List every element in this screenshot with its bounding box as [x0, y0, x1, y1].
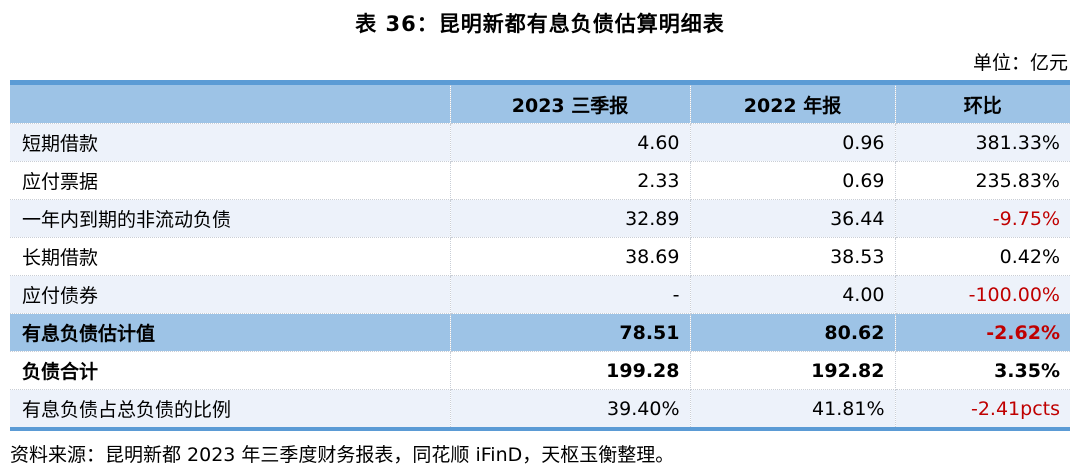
row-label: 短期借款 [10, 123, 451, 162]
cell-qoq: -100.00% [895, 275, 1070, 314]
cell-2022fy: 4.00 [690, 275, 896, 314]
cell-qoq: -2.62% [895, 313, 1070, 352]
row-label: 应付债券 [10, 275, 451, 314]
row-label: 有息负债占总负债的比例 [10, 389, 451, 429]
header-cell-qoq: 环比 [895, 82, 1070, 124]
cell-qoq: -2.41pcts [895, 389, 1070, 429]
cell-2022fy: 41.81% [690, 389, 896, 429]
header-cell-item [10, 82, 451, 124]
cell-qoq: 381.33% [895, 123, 1070, 162]
unit-note: 单位：亿元 [972, 52, 1068, 74]
cell-2023q3: 4.60 [450, 123, 691, 162]
row-label: 负债合计 [10, 351, 451, 390]
page-title: 表 36：昆明新都有息负债估算明细表 [355, 12, 725, 36]
cell-qoq: -9.75% [895, 199, 1070, 238]
cell-qoq: 0.42% [895, 237, 1070, 276]
header-cell-2023q3: 2023 三季报 [450, 82, 691, 124]
table-row-bonds-payable: 应付债券 - 4.00 -100.00% [10, 275, 1070, 314]
table-row-notes-payable: 应付票据 2.33 0.69 235.83% [10, 161, 1070, 200]
row-label: 有息负债估计值 [10, 313, 451, 352]
cell-2022fy: 38.53 [690, 237, 896, 276]
row-label: 一年内到期的非流动负债 [10, 199, 451, 238]
cell-2023q3: 39.40% [450, 389, 691, 429]
table-row-total-liabilities: 负债合计 199.28 192.82 3.35% [10, 351, 1070, 390]
header-row: 2023 三季报 2022 年报 环比 [10, 82, 1070, 124]
table-row-debt-ratio: 有息负债占总负债的比例 39.40% 41.81% -2.41pcts [10, 389, 1070, 429]
cell-2022fy: 80.62 [690, 313, 896, 352]
row-label: 长期借款 [10, 237, 451, 276]
cell-2023q3: - [450, 275, 691, 314]
cell-2023q3: 32.89 [450, 199, 691, 238]
table-row-noncurrent-liabilities-due-1y: 一年内到期的非流动负债 32.89 36.44 -9.75% [10, 199, 1070, 238]
cell-2023q3: 2.33 [450, 161, 691, 200]
table-row-short-term-borrowings: 短期借款 4.60 0.96 381.33% [10, 123, 1070, 162]
cell-qoq: 3.35% [895, 351, 1070, 390]
table-row-long-term-borrowings: 长期借款 38.69 38.53 0.42% [10, 237, 1070, 276]
header-cell-2022fy: 2022 年报 [690, 82, 896, 124]
cell-2022fy: 36.44 [690, 199, 896, 238]
debt-table: 2023 三季报 2022 年报 环比 短期借款 4.60 0.96 381.3… [10, 80, 1070, 431]
cell-qoq: 235.83% [895, 161, 1070, 200]
cell-2023q3: 38.69 [450, 237, 691, 276]
cell-2022fy: 192.82 [690, 351, 896, 390]
row-label: 应付票据 [10, 161, 451, 200]
table-row-interest-bearing-debt-estimate: 有息负债估计值 78.51 80.62 -2.62% [10, 313, 1070, 352]
source-note: 资料来源：昆明新都 2023 年三季度财务报表，同花顺 iFinD，天枢玉衡整理… [10, 444, 675, 466]
cell-2022fy: 0.69 [690, 161, 896, 200]
cell-2023q3: 78.51 [450, 313, 691, 352]
cell-2023q3: 199.28 [450, 351, 691, 390]
cell-2022fy: 0.96 [690, 123, 896, 162]
